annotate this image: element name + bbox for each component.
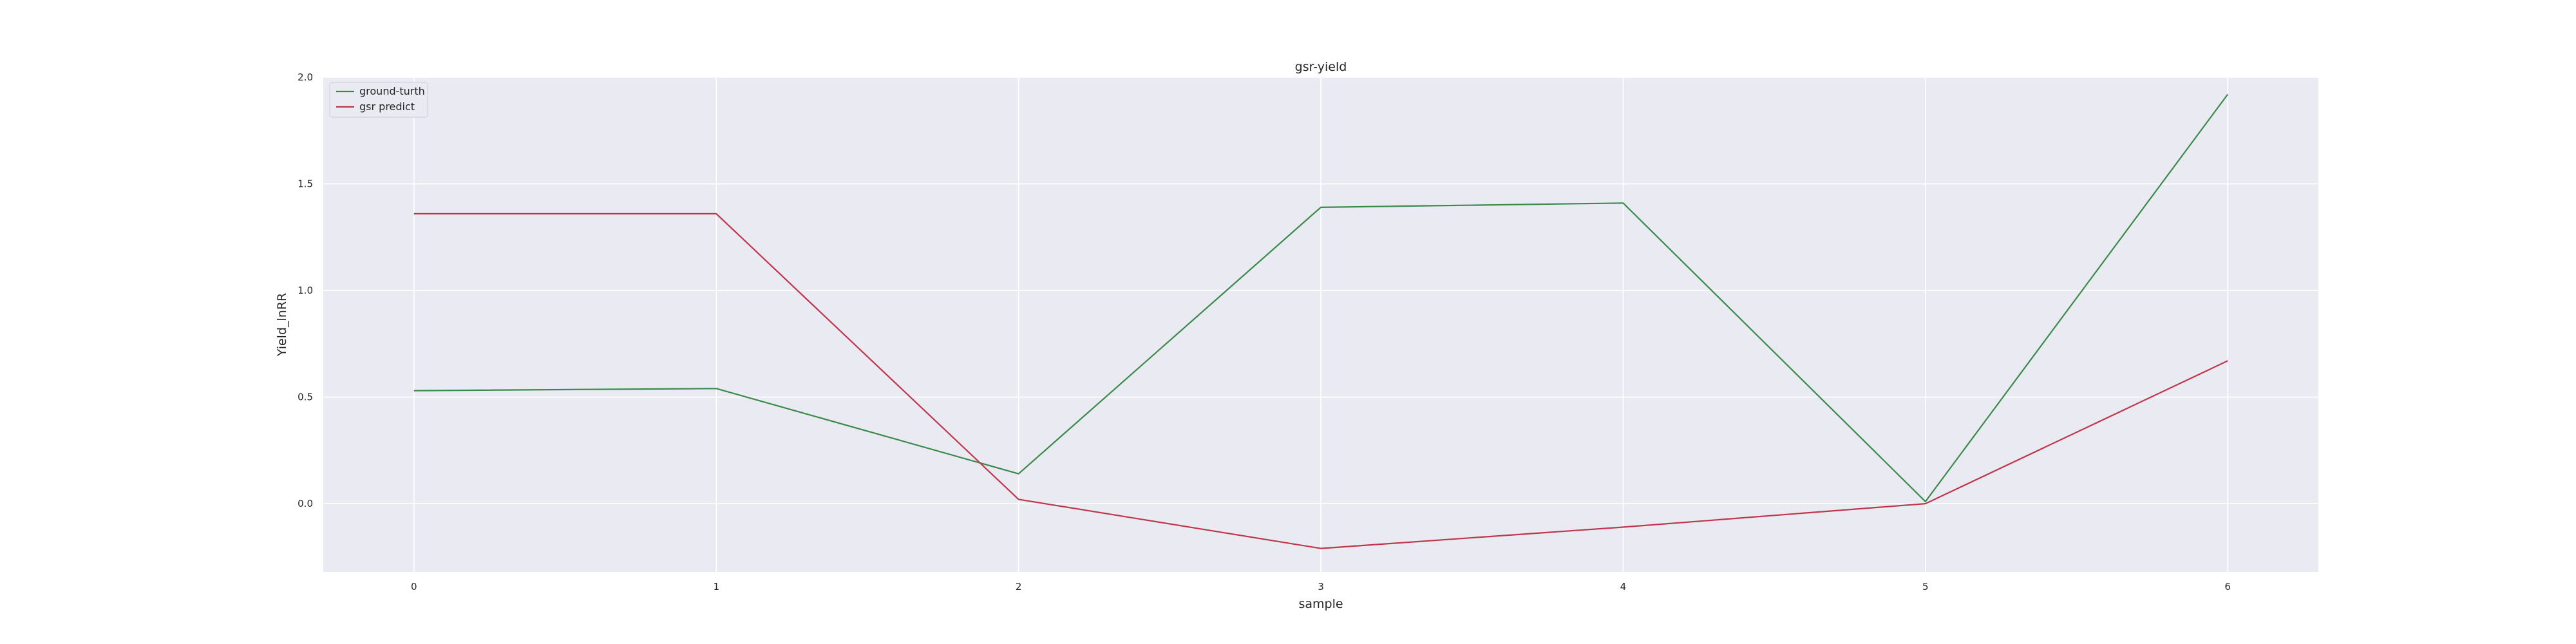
x-tick-label: 6 (2224, 581, 2231, 592)
y-tick-label: 1.0 (298, 285, 313, 296)
series-line-ground-turth (413, 93, 2229, 502)
x-tick-label: 1 (713, 581, 719, 592)
y-axis-label: Yield_lnRR (275, 293, 289, 357)
y-tick-label: 0.0 (298, 498, 313, 509)
series-lines (413, 93, 2229, 549)
y-tick-label: 2.0 (298, 71, 313, 83)
grid-lines (323, 77, 2318, 572)
y-tick-label: 1.5 (298, 178, 313, 190)
series-line-gsr-predict (413, 213, 2228, 549)
y-tick-label: 0.5 (298, 392, 313, 403)
x-axis-label: sample (1298, 597, 1343, 611)
y-axis-ticks: 2.0 1.5 1.0 0.5 0.0 (298, 71, 313, 509)
legend: ground-turth gsr predict (329, 82, 428, 118)
x-tick-label: 5 (1922, 581, 1929, 592)
x-tick-label: 4 (1620, 581, 1627, 592)
x-tick-label: 0 (411, 581, 417, 592)
chart-title: gsr-yield (1295, 60, 1347, 74)
x-tick-label: 3 (1318, 581, 1324, 592)
legend-label-ground-turth: ground-turth (359, 85, 425, 97)
x-tick-label: 2 (1016, 581, 1022, 592)
legend-label-gsr-predict: gsr predict (359, 100, 415, 113)
x-axis-ticks: 0 1 2 3 4 5 6 (411, 581, 2231, 592)
